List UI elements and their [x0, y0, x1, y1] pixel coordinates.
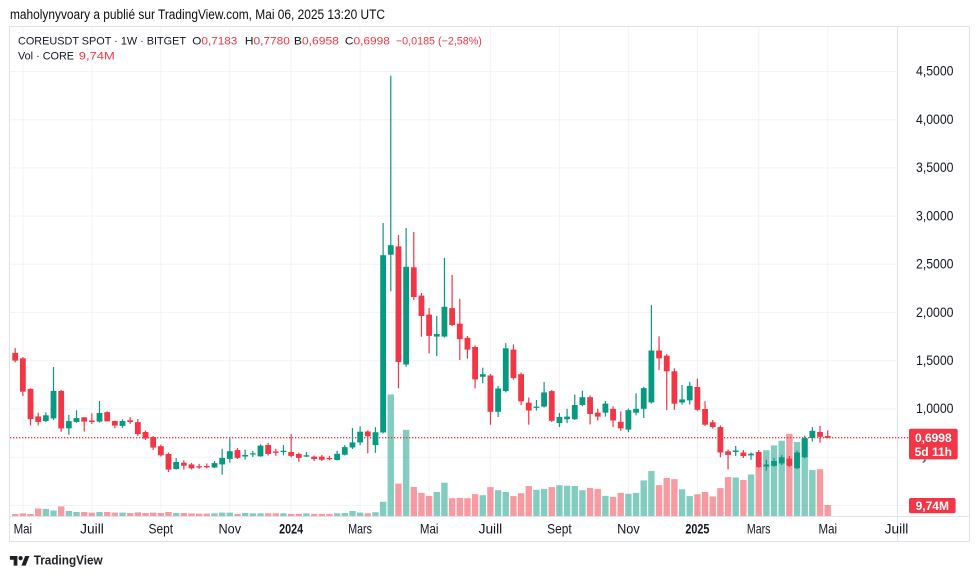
svg-text:Nov: Nov [219, 522, 242, 537]
svg-text:5d 11h: 5d 11h [915, 445, 952, 459]
svg-text:C0,6998: C0,6998 [345, 36, 390, 48]
svg-text:3,5000: 3,5000 [916, 160, 954, 175]
svg-text:Juill: Juill [479, 522, 503, 537]
svg-text:Juill: Juill [885, 522, 909, 537]
svg-text:1,5000: 1,5000 [916, 353, 954, 368]
svg-text:0,6998: 0,6998 [915, 431, 952, 445]
svg-text:COREUSDT SPOT · 1W · BITGET: COREUSDT SPOT · 1W · BITGET [18, 36, 186, 48]
svg-text:Mars: Mars [348, 522, 372, 537]
svg-text:B0,6958: B0,6958 [294, 36, 339, 48]
svg-text:−0,0185 (−2,58%): −0,0185 (−2,58%) [396, 36, 482, 48]
svg-text:Sept: Sept [149, 522, 174, 537]
svg-text:1,0000: 1,0000 [916, 401, 954, 416]
svg-text:Mai: Mai [819, 522, 838, 537]
svg-text:Nov: Nov [617, 522, 640, 537]
svg-text:TradingView: TradingView [34, 552, 103, 567]
svg-text:H0,7780: H0,7780 [245, 36, 290, 48]
svg-text:4,5000: 4,5000 [916, 64, 954, 79]
svg-text:2024: 2024 [279, 522, 303, 537]
svg-text:9,74M: 9,74M [79, 51, 115, 63]
svg-text:Vol · CORE: Vol · CORE [18, 51, 74, 63]
svg-text:9,74M: 9,74M [916, 499, 949, 513]
svg-text:3,0000: 3,0000 [916, 208, 954, 223]
svg-text:Mai: Mai [420, 522, 439, 537]
svg-text:Sept: Sept [547, 522, 572, 537]
svg-text:4,0000: 4,0000 [916, 112, 954, 127]
svg-text:maholynyvoary a publié sur Tra: maholynyvoary a publié sur TradingView.c… [10, 7, 385, 22]
svg-text:O0,7183: O0,7183 [192, 36, 237, 48]
svg-text:2,5000: 2,5000 [916, 257, 954, 272]
svg-text:2,0000: 2,0000 [916, 305, 954, 320]
svg-text:Mars: Mars [747, 522, 771, 537]
svg-text:2025: 2025 [685, 522, 709, 537]
svg-text:Juill: Juill [80, 522, 104, 537]
svg-text:Mai: Mai [14, 522, 32, 537]
